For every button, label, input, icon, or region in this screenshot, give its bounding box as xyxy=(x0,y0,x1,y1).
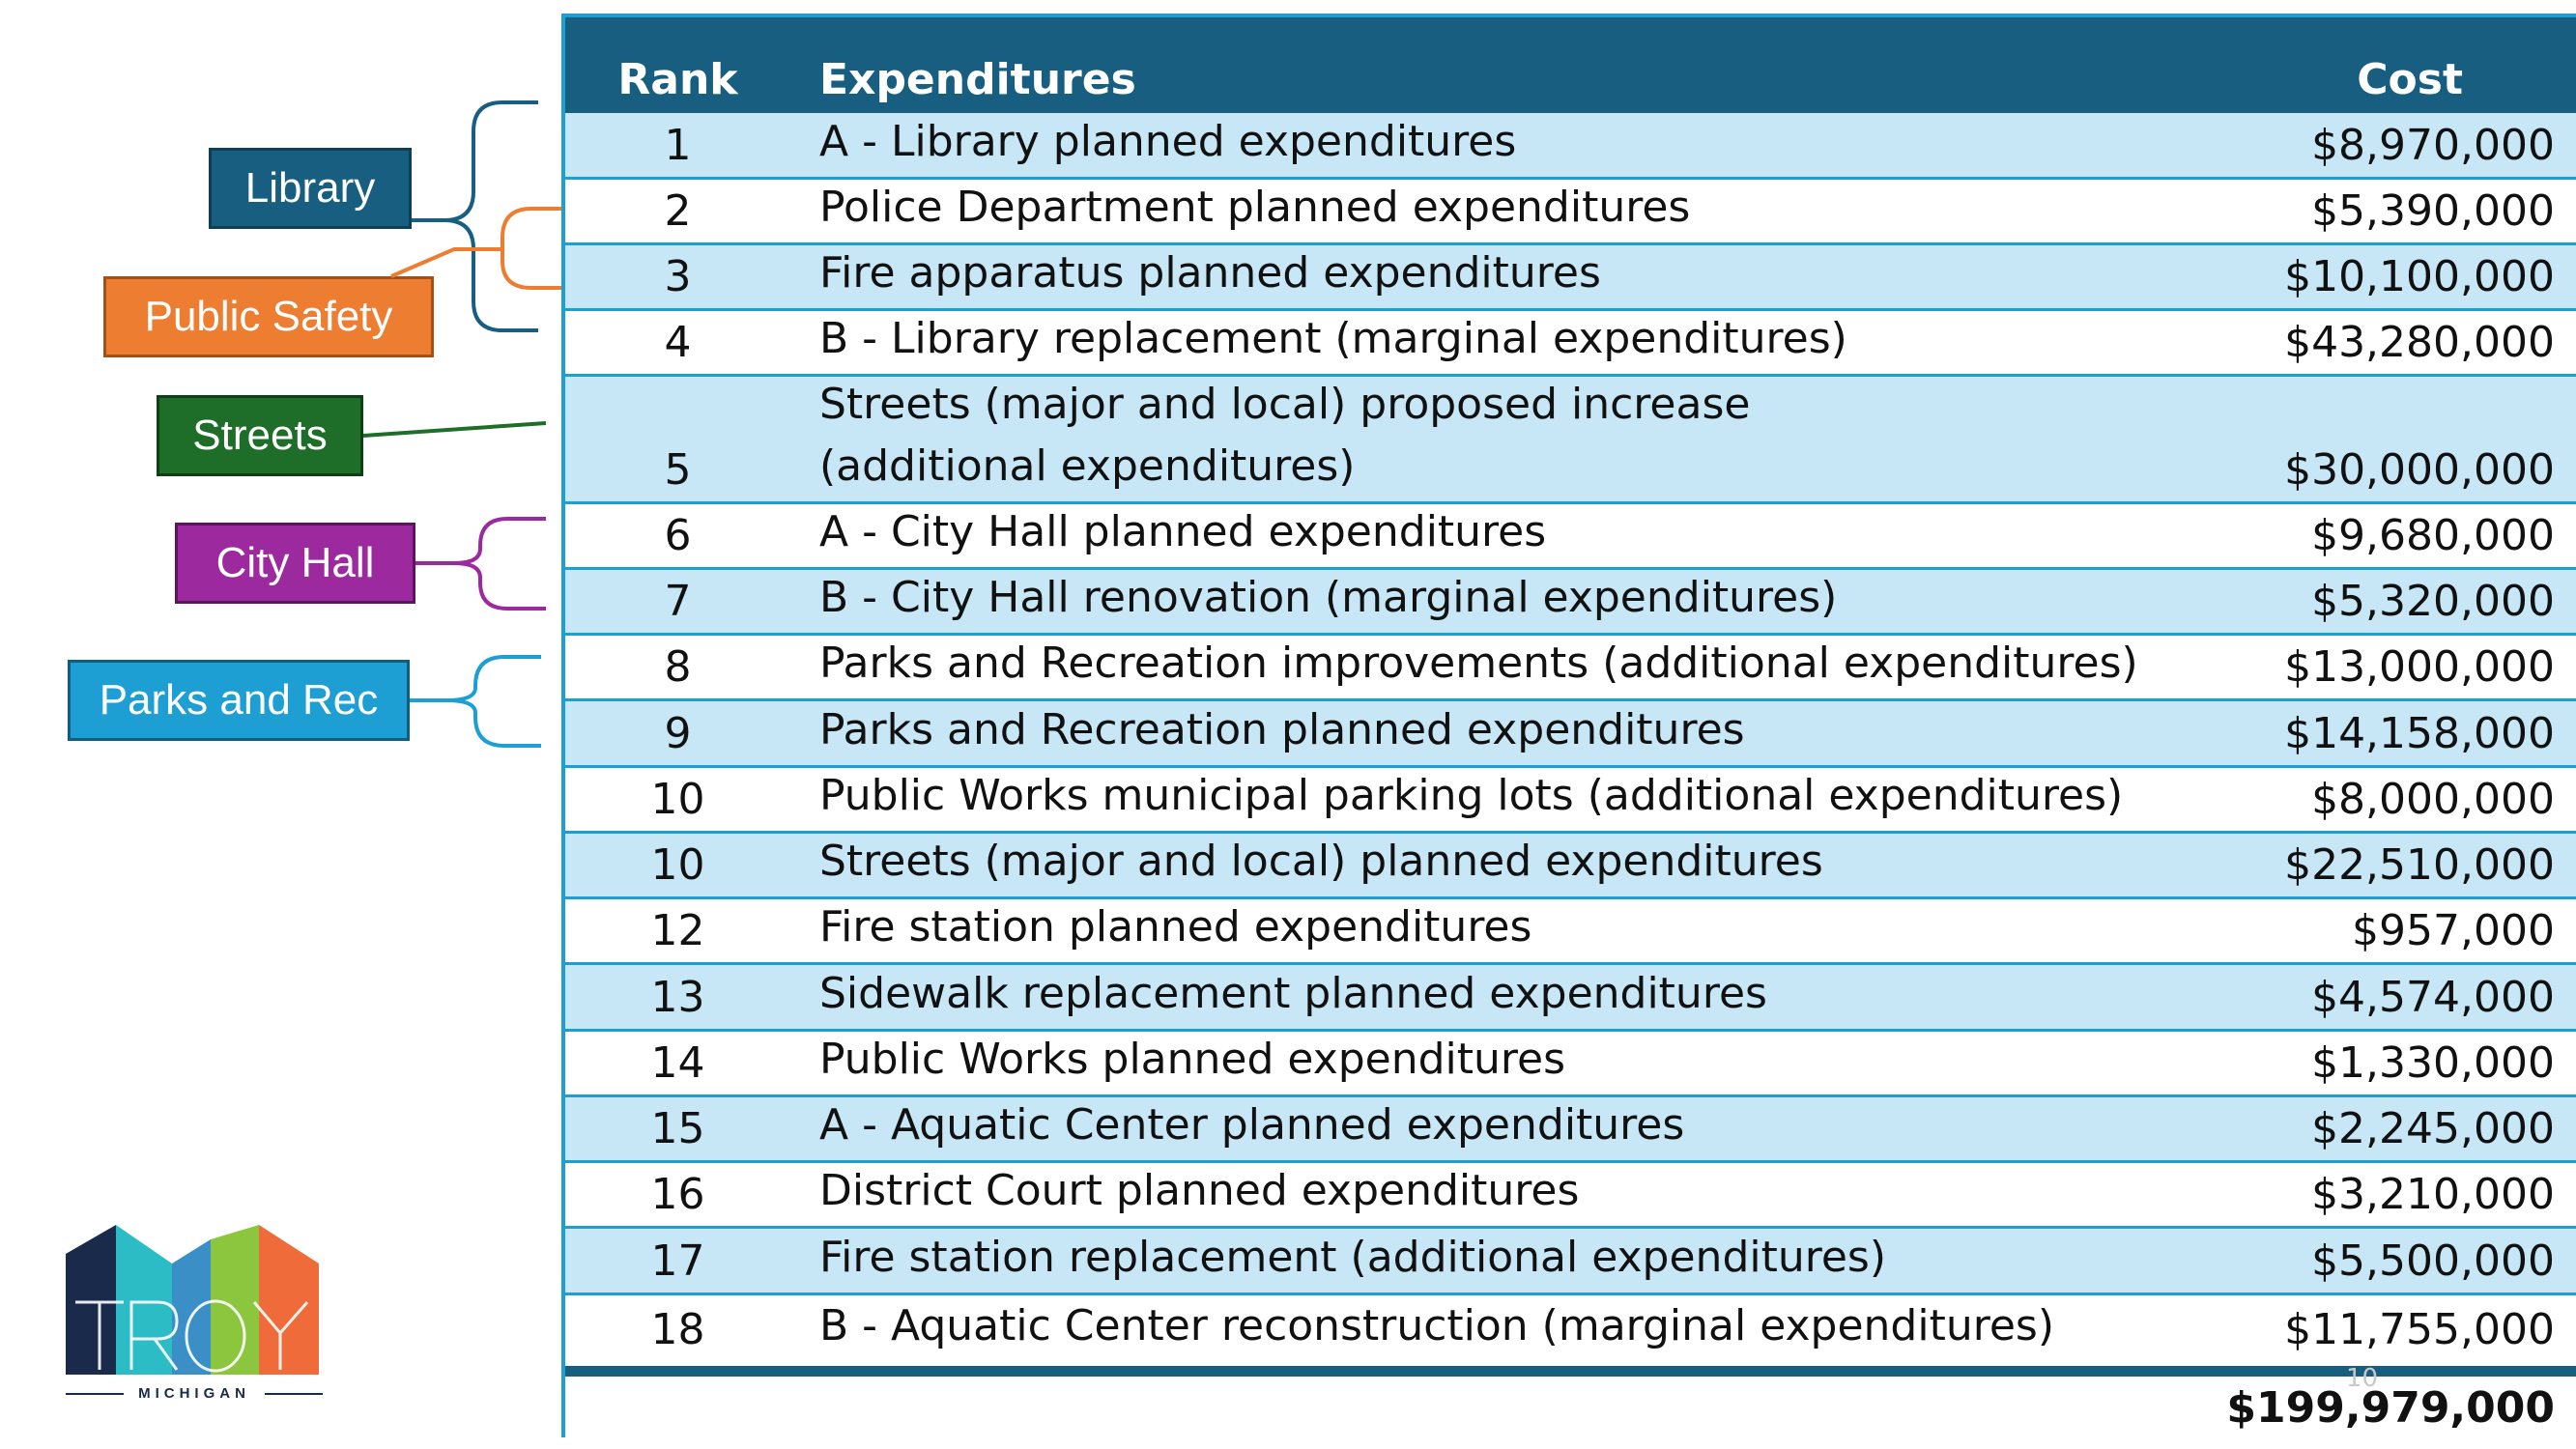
row-expenditure: Parks and Recreation planned expenditure… xyxy=(819,705,1745,754)
city-hall-bracket xyxy=(415,517,546,611)
logo-subtitle: MICHIGAN xyxy=(138,1385,250,1402)
row-cost: $22,510,000 xyxy=(2284,840,2555,890)
row-rank: 12 xyxy=(650,906,705,955)
row-cost: $5,320,000 xyxy=(2311,577,2555,626)
streets-connector xyxy=(362,421,547,438)
table-row: 3 Fire apparatus planned expenditures $1… xyxy=(565,245,2576,311)
category-streets-label: Streets xyxy=(157,395,363,476)
row-cost: $10,100,000 xyxy=(2284,252,2555,301)
row-cost: $3,210,000 xyxy=(2311,1170,2555,1219)
row-cost: $1,330,000 xyxy=(2311,1038,2555,1088)
row-rank: 10 xyxy=(650,775,705,824)
table-row: 15 A - Aquatic Center planned expenditur… xyxy=(565,1097,2576,1163)
row-rank: 10 xyxy=(650,840,705,890)
row-rank: 13 xyxy=(650,973,705,1022)
row-cost: $5,500,000 xyxy=(2311,1236,2555,1286)
row-cost: $4,574,000 xyxy=(2311,973,2555,1022)
row-cost: $30,000,000 xyxy=(2284,445,2555,495)
row-rank: 14 xyxy=(650,1038,705,1088)
row-expenditure: District Court planned expenditures xyxy=(819,1166,1580,1215)
row-cost: $8,000,000 xyxy=(2311,775,2555,824)
row-rank: 5 xyxy=(664,445,692,495)
category-city-hall-label: City Hall xyxy=(175,523,415,604)
row-cost: $8,970,000 xyxy=(2311,121,2555,170)
row-expenditure: Fire station replacement (additional exp… xyxy=(819,1233,1887,1282)
table-row: 18 B - Aquatic Center reconstruction (ma… xyxy=(565,1295,2576,1361)
table-row: 10 Public Works municipal parking lots (… xyxy=(565,768,2576,834)
table-row: 9 Parks and Recreation planned expenditu… xyxy=(565,701,2576,768)
category-parks-rec-label: Parks and Rec xyxy=(68,660,410,741)
row-expenditure: Fire apparatus planned expenditures xyxy=(819,248,1601,298)
table-row: 10 Streets (major and local) planned exp… xyxy=(565,834,2576,899)
row-cost: $2,245,000 xyxy=(2311,1104,2555,1153)
table-row: 16 District Court planned expenditures $… xyxy=(565,1163,2576,1229)
troy-logo xyxy=(66,1225,323,1395)
row-rank: 16 xyxy=(650,1170,705,1219)
table-row: 5 Streets (major and local) proposed inc… xyxy=(565,377,2576,504)
row-expenditure: Streets (major and local) planned expend… xyxy=(819,837,1823,886)
table-row: 1 A - Library planned expenditures $8,97… xyxy=(565,113,2576,180)
table-row: 12 Fire station planned expenditures $95… xyxy=(565,899,2576,965)
table-row: 17 Fire station replacement (additional … xyxy=(565,1229,2576,1295)
table-row: 8 Parks and Recreation improvements (add… xyxy=(565,636,2576,701)
table-row: 14 Public Works planned expenditures $1,… xyxy=(565,1032,2576,1097)
header-cost: Cost xyxy=(2357,55,2463,104)
row-expenditure: A - Aquatic Center planned expenditures xyxy=(819,1100,1685,1150)
row-rank: 6 xyxy=(664,511,692,560)
row-expenditure: Fire station planned expenditures xyxy=(819,902,1532,952)
row-expenditure: A - Library planned expenditures xyxy=(819,117,1517,166)
row-rank: 9 xyxy=(664,709,692,758)
row-cost: $9,680,000 xyxy=(2311,511,2555,560)
total-divider xyxy=(565,1366,2576,1377)
row-rank: 1 xyxy=(664,121,692,170)
row-expenditure: Public Works planned expenditures xyxy=(819,1035,1566,1084)
row-expenditure: Streets (major and local) proposed incre… xyxy=(819,380,1751,491)
row-rank: 18 xyxy=(650,1305,705,1354)
row-cost: $14,158,000 xyxy=(2284,709,2555,758)
table-row: 4 B - Library replacement (marginal expe… xyxy=(565,311,2576,377)
row-expenditure: Sidewalk replacement planned expenditure… xyxy=(819,969,1767,1018)
table-row: 6 A - City Hall planned expenditures $9,… xyxy=(565,504,2576,570)
parks-rec-bracket xyxy=(410,655,541,748)
table-row: 7 B - City Hall renovation (marginal exp… xyxy=(565,570,2576,636)
total-cost: $199,979,000 xyxy=(2226,1383,2555,1433)
row-expenditure: B - Aquatic Center reconstruction (margi… xyxy=(819,1301,2054,1350)
row-expenditure: Public Works municipal parking lots (add… xyxy=(819,771,2124,820)
row-rank: 17 xyxy=(650,1236,705,1286)
row-rank: 15 xyxy=(650,1104,705,1153)
page-number: 10 xyxy=(2346,1364,2379,1393)
row-expenditure: Police Department planned expenditures xyxy=(819,183,1691,232)
row-rank: 8 xyxy=(664,642,692,692)
row-rank: 3 xyxy=(664,252,692,301)
row-cost: $13,000,000 xyxy=(2284,642,2555,692)
expenditures-table: Rank Expenditures Cost 1 A - Library pla… xyxy=(561,14,2576,1437)
row-expenditure: B - City Hall renovation (marginal expen… xyxy=(819,573,1838,622)
row-cost: $957,000 xyxy=(2352,906,2555,955)
table-row: 13 Sidewalk replacement planned expendit… xyxy=(565,965,2576,1032)
row-rank: 2 xyxy=(664,186,692,236)
row-cost: $43,280,000 xyxy=(2284,318,2555,367)
header-expenditures: Expenditures xyxy=(819,55,1136,104)
table-row: 2 Police Department planned expenditures… xyxy=(565,180,2576,245)
table-body: 1 A - Library planned expenditures $8,97… xyxy=(565,113,2576,1361)
row-expenditure: A - City Hall planned expenditures xyxy=(819,507,1547,556)
table-header: Rank Expenditures Cost xyxy=(565,17,2576,113)
category-public-safety-label: Public Safety xyxy=(103,276,434,357)
row-cost: $11,755,000 xyxy=(2284,1305,2555,1354)
row-rank: 4 xyxy=(664,318,692,367)
total-row: $199,979,000 xyxy=(565,1377,2576,1437)
row-cost: $5,390,000 xyxy=(2311,186,2555,236)
category-library-label: Library xyxy=(209,148,412,229)
row-rank: 7 xyxy=(664,577,692,626)
row-expenditure: B - Library replacement (marginal expend… xyxy=(819,314,1847,363)
header-rank: Rank xyxy=(617,55,738,104)
row-expenditure: Parks and Recreation improvements (addit… xyxy=(819,639,2138,688)
